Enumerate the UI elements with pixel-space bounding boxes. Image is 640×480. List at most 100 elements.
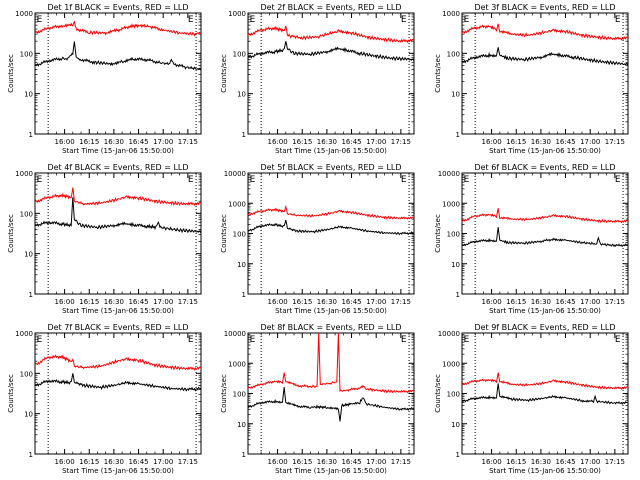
x-tick-label: 16:15: [506, 298, 526, 306]
events-series-line: [248, 387, 414, 422]
x-tick-label: 17:15: [605, 298, 625, 306]
event-marker-label: E: [250, 15, 256, 25]
y-tick-label: 100: [20, 370, 33, 378]
x-tick-label: 17:00: [153, 138, 173, 146]
x-tick-label: 16:45: [341, 458, 361, 466]
x-axis-label: Start Time (15-Jan-06 15:50:00): [489, 147, 601, 155]
chart-title: Det 2f BLACK = Events, RED = LLD: [260, 3, 401, 12]
y-axis-label: Counts/sec: [220, 214, 228, 253]
x-axis-label: Start Time (15-Jan-06 15:50:00): [62, 467, 174, 475]
y-tick-label: 10: [237, 91, 246, 99]
x-tick-label: 16:00: [54, 138, 74, 146]
x-tick-label: 16:30: [317, 458, 337, 466]
y-tick-label: 100: [447, 50, 460, 58]
event-marker-label: E: [401, 15, 407, 25]
x-tick-label: 16:45: [555, 458, 575, 466]
chart-panel-4: Det 4f BLACK = Events, RED = LLD 1 10 100 10…: [7, 163, 202, 315]
events-series-line: [248, 219, 414, 236]
x-axis-label: Start Time (15-Jan-06 15:50:00): [275, 467, 387, 475]
x-tick-label: 17:00: [366, 298, 386, 306]
x-tick-label: 17:15: [178, 138, 198, 146]
y-tick-label: 1000: [15, 330, 33, 338]
plot-frame: [247, 332, 415, 455]
y-tick-label: 1000: [228, 200, 246, 208]
y-tick-label: 1: [29, 291, 33, 299]
chart-title: Det 6f BLACK = Events, RED = LLD: [474, 163, 615, 172]
x-tick-label: 16:30: [104, 138, 124, 146]
lld-series-line: [35, 20, 201, 37]
events-series-line: [462, 227, 628, 248]
events-series-line: [35, 41, 201, 71]
y-tick-label: 100: [447, 391, 460, 399]
plot-frame: [247, 12, 415, 135]
y-tick-label: 1000: [442, 10, 460, 18]
y-axis-label: Counts/sec: [434, 54, 442, 93]
event-marker-label: E: [464, 15, 470, 25]
y-tick-label: 1000: [442, 200, 460, 208]
y-axis-label: Counts/sec: [7, 374, 15, 413]
x-tick-label: 16:30: [104, 458, 124, 466]
lld-series-line: [248, 204, 414, 220]
events-series-line: [248, 41, 414, 62]
event-marker-label: E: [37, 335, 43, 345]
event-marker-label: E: [464, 175, 470, 185]
x-tick-label: 16:00: [481, 138, 501, 146]
y-tick-label: 10000: [224, 170, 246, 178]
x-axis-label: Start Time (15-Jan-06 15:50:00): [275, 147, 387, 155]
x-tick-label: 16:00: [54, 458, 74, 466]
y-tick-label: 1000: [15, 10, 33, 18]
y-tick-label: 100: [233, 50, 246, 58]
events-series-line: [35, 197, 201, 234]
x-axis-label: Start Time (15-Jan-06 15:50:00): [489, 467, 601, 475]
y-tick-label: 100: [233, 391, 246, 399]
lld-series-line: [35, 354, 201, 371]
y-tick-label: 10: [237, 261, 246, 269]
lld-series-line: [248, 25, 414, 44]
x-tick-label: 16:45: [341, 298, 361, 306]
plot-frame: [34, 172, 202, 295]
x-tick-label: 16:45: [128, 138, 148, 146]
chart-panel-8: Det 8f BLACK = Events, RED = LLD 1 10 100 10…: [220, 323, 415, 475]
chart-panel-9: Det 9f BLACK = Events, RED = LLD 1 10 100 10…: [434, 323, 629, 475]
x-tick-label: 17:15: [178, 458, 198, 466]
x-tick-label: 17:00: [580, 458, 600, 466]
chart-panel-7: Det 7f BLACK = Events, RED = LLD 1 10 100 10…: [7, 323, 202, 475]
x-tick-label: 16:15: [292, 458, 312, 466]
x-axis-label: Start Time (15-Jan-06 15:50:00): [275, 307, 387, 315]
event-marker-label: E: [250, 175, 256, 185]
y-tick-label: 1: [456, 131, 460, 139]
x-tick-label: 16:45: [555, 138, 575, 146]
y-tick-label: 1: [242, 131, 246, 139]
y-tick-label: 10000: [224, 330, 246, 338]
x-tick-label: 16:45: [555, 298, 575, 306]
x-tick-label: 17:00: [153, 458, 173, 466]
plot-frame: [461, 332, 629, 455]
x-tick-label: 16:00: [481, 458, 501, 466]
lld-series-line: [35, 187, 201, 207]
plot-frame: [34, 12, 202, 135]
y-tick-label: 1000: [442, 360, 460, 368]
event-marker-label: E: [401, 175, 407, 185]
y-tick-label: 1000: [228, 360, 246, 368]
lld-series-line: [462, 23, 628, 41]
event-marker-label: E: [188, 175, 194, 185]
chart-title: Det 1f BLACK = Events, RED = LLD: [47, 3, 188, 12]
x-axis-label: Start Time (15-Jan-06 15:50:00): [489, 307, 601, 315]
lld-series-line: [462, 208, 628, 224]
y-axis-label: Counts/sec: [7, 214, 15, 253]
y-tick-label: 1: [29, 451, 33, 459]
chart-panel-3: Det 3f BLACK = Events, RED = LLD 1 10 100 10…: [434, 3, 629, 155]
y-axis-label: Counts/sec: [434, 374, 442, 413]
event-marker-label: E: [615, 175, 621, 185]
x-tick-label: 16:00: [267, 138, 287, 146]
x-axis-label: Start Time (15-Jan-06 15:50:00): [62, 147, 174, 155]
x-tick-label: 16:30: [531, 458, 551, 466]
y-tick-label: 10: [451, 261, 460, 269]
event-marker-label: E: [37, 15, 43, 25]
x-tick-label: 16:45: [128, 298, 148, 306]
x-tick-label: 17:15: [605, 138, 625, 146]
x-tick-label: 17:15: [391, 298, 411, 306]
y-tick-label: 10: [451, 421, 460, 429]
chart-panel-6: Det 6f BLACK = Events, RED = LLD 1 10 100 10…: [434, 163, 629, 315]
